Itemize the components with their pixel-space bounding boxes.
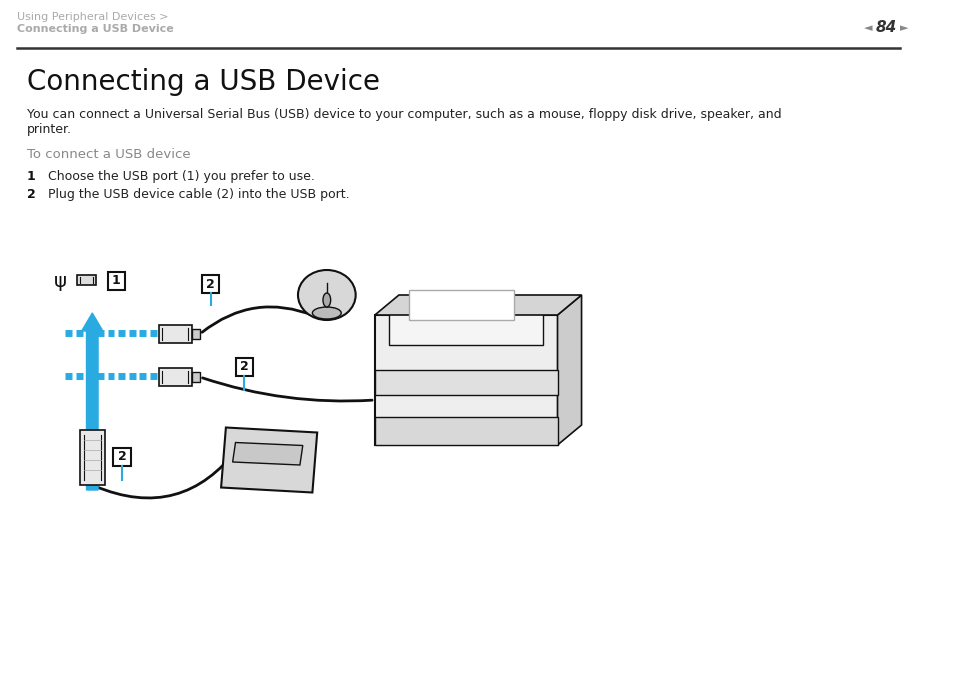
Bar [158,325,193,343]
Ellipse shape [297,270,355,320]
Text: 2: 2 [206,278,214,290]
Text: 2: 2 [27,188,35,201]
Text: ψ: ψ [54,272,67,291]
Text: Plug the USB device cable (2) into the USB port.: Plug the USB device cable (2) into the U… [48,188,350,201]
Bar [375,417,557,445]
Text: 1: 1 [27,170,35,183]
Bar [375,370,557,395]
Ellipse shape [312,307,341,319]
Text: printer.: printer. [27,123,71,136]
Text: 2: 2 [239,361,249,373]
Text: 84: 84 [875,20,896,36]
Bar [375,315,557,445]
Text: ◄: ◄ [863,23,872,33]
Polygon shape [557,295,581,445]
Ellipse shape [323,293,331,307]
FancyArrow shape [82,313,103,490]
Bar [108,272,125,290]
Bar [158,368,193,386]
Bar [389,310,542,345]
Text: 1: 1 [112,274,121,288]
Bar [193,329,200,339]
Bar [113,448,131,466]
Bar [408,290,514,320]
Text: Using Peripheral Devices >: Using Peripheral Devices > [17,12,169,22]
Polygon shape [233,443,302,465]
Polygon shape [375,295,581,315]
Bar [202,275,219,293]
Polygon shape [221,427,317,493]
Text: To connect a USB device: To connect a USB device [27,148,191,161]
Bar [193,372,200,382]
Bar [77,275,96,285]
Text: Choose the USB port (1) you prefer to use.: Choose the USB port (1) you prefer to us… [48,170,314,183]
Text: You can connect a Universal Serial Bus (USB) device to your computer, such as a : You can connect a Universal Serial Bus (… [27,108,781,121]
Text: 2: 2 [117,450,127,464]
Text: ►: ► [899,23,907,33]
Bar [80,430,105,485]
Bar [235,358,253,376]
Text: Connecting a USB Device: Connecting a USB Device [27,68,379,96]
Text: Connecting a USB Device: Connecting a USB Device [17,24,173,34]
